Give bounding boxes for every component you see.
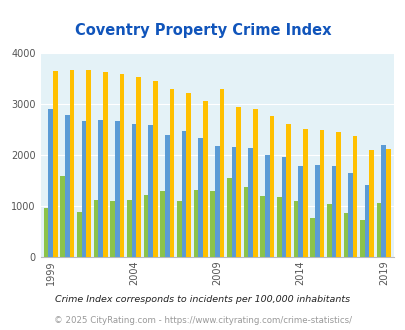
- Bar: [93, 200, 98, 257]
- Bar: [115, 121, 119, 257]
- Bar: [219, 88, 224, 257]
- Bar: [297, 166, 302, 257]
- Bar: [319, 130, 323, 257]
- Bar: [160, 191, 164, 257]
- Bar: [385, 149, 390, 257]
- Bar: [359, 220, 364, 257]
- Bar: [210, 191, 214, 257]
- Bar: [247, 148, 252, 257]
- Bar: [364, 185, 369, 257]
- Bar: [293, 201, 297, 257]
- Text: © 2025 CityRating.com - https://www.cityrating.com/crime-statistics/: © 2025 CityRating.com - https://www.city…: [54, 316, 351, 325]
- Bar: [136, 77, 141, 257]
- Bar: [69, 70, 74, 257]
- Bar: [143, 195, 148, 257]
- Bar: [177, 201, 181, 257]
- Bar: [347, 173, 352, 257]
- Bar: [43, 208, 48, 257]
- Bar: [98, 120, 102, 257]
- Bar: [326, 204, 331, 257]
- Bar: [65, 115, 69, 257]
- Bar: [343, 214, 347, 257]
- Bar: [381, 146, 385, 257]
- Bar: [286, 124, 290, 257]
- Bar: [331, 166, 335, 257]
- Bar: [276, 197, 281, 257]
- Bar: [335, 132, 340, 257]
- Bar: [164, 135, 169, 257]
- Bar: [110, 201, 115, 257]
- Bar: [369, 150, 373, 257]
- Bar: [193, 190, 198, 257]
- Bar: [153, 82, 157, 257]
- Bar: [309, 218, 314, 257]
- Bar: [86, 70, 91, 257]
- Bar: [281, 157, 286, 257]
- Bar: [226, 178, 231, 257]
- Bar: [236, 107, 240, 257]
- Bar: [102, 72, 107, 257]
- Bar: [252, 109, 257, 257]
- Bar: [53, 71, 58, 257]
- Bar: [352, 136, 357, 257]
- Bar: [231, 147, 236, 257]
- Bar: [81, 121, 86, 257]
- Bar: [131, 124, 136, 257]
- Text: Crime Index corresponds to incidents per 100,000 inhabitants: Crime Index corresponds to incidents per…: [55, 295, 350, 304]
- Bar: [127, 200, 131, 257]
- Bar: [169, 89, 174, 257]
- Bar: [148, 125, 153, 257]
- Bar: [198, 138, 202, 257]
- Bar: [202, 101, 207, 257]
- Bar: [302, 129, 307, 257]
- Bar: [181, 131, 186, 257]
- Bar: [214, 146, 219, 257]
- Bar: [264, 154, 269, 257]
- Bar: [376, 203, 381, 257]
- Bar: [60, 176, 65, 257]
- Text: Coventry Property Crime Index: Coventry Property Crime Index: [75, 23, 330, 38]
- Bar: [77, 212, 81, 257]
- Bar: [119, 74, 124, 257]
- Bar: [186, 93, 190, 257]
- Bar: [48, 109, 53, 257]
- Bar: [269, 116, 273, 257]
- Bar: [243, 187, 247, 257]
- Bar: [260, 196, 264, 257]
- Bar: [314, 165, 319, 257]
